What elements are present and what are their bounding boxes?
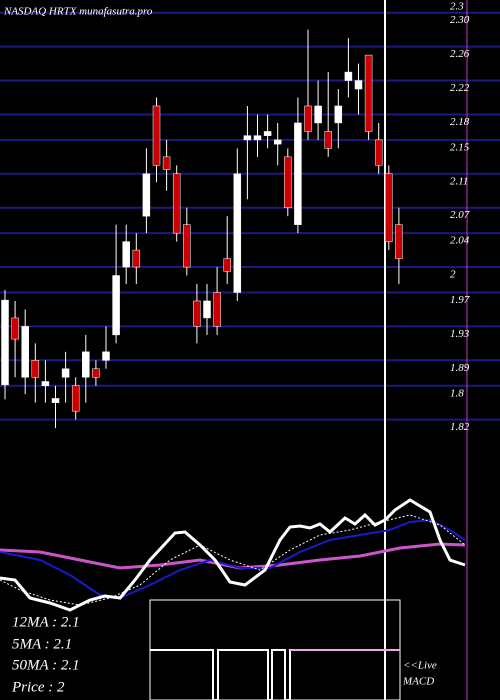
candle-body	[132, 249, 141, 268]
y-tick-label: 2.26	[450, 48, 470, 60]
candle-body	[243, 135, 252, 141]
legend-entry: Price : 2	[11, 679, 65, 695]
candle-body	[314, 105, 322, 124]
candle-body	[304, 105, 312, 132]
y-tick-label: 1.97	[450, 294, 470, 306]
candle-body	[31, 360, 40, 378]
candle-body	[162, 156, 171, 170]
y-tick-label: 1.89	[450, 362, 470, 374]
candle-body	[253, 135, 262, 141]
y-tick-label: 2.18	[450, 116, 470, 128]
candle-body	[203, 300, 211, 319]
candle-body	[284, 156, 292, 208]
candle-body	[294, 122, 302, 225]
candle-body	[21, 326, 29, 378]
macd-line	[0, 498, 466, 612]
candle-body	[385, 173, 393, 242]
candle-body	[193, 300, 201, 327]
top-label: 2.3	[450, 1, 464, 13]
candle-body	[395, 224, 403, 259]
candle-body	[51, 398, 60, 403]
candle-body	[233, 173, 242, 293]
candle-body	[374, 139, 383, 166]
candle-body	[273, 139, 282, 145]
y-tick-label: 1.82	[450, 421, 470, 433]
candle-body	[364, 54, 373, 132]
y-tick-label: 2.15	[450, 141, 470, 153]
candle-body	[152, 105, 161, 166]
legend-entry: 12MA : 2.1	[12, 614, 80, 630]
candle-body	[112, 275, 120, 336]
y-tick-label: 1.8	[450, 387, 464, 399]
candle-body	[142, 173, 151, 217]
y-tick-label: 2.30	[450, 14, 470, 26]
candle-body	[71, 385, 80, 412]
candle-body	[213, 292, 221, 327]
legend-entry: 50MA : 2.1	[12, 657, 80, 673]
candle-body	[82, 351, 90, 378]
candle-body	[92, 368, 100, 378]
legend-entry: 5MA : 2.1	[12, 636, 72, 652]
candle-body	[334, 105, 343, 124]
candle-body	[324, 131, 332, 149]
y-tick-label: 2	[450, 269, 456, 281]
candle-body	[223, 258, 231, 272]
y-tick-label: 2.22	[450, 82, 470, 94]
candle-body	[122, 241, 130, 268]
candle-body	[41, 381, 50, 386]
macd-label: <<Live	[403, 660, 437, 672]
candle-body	[61, 368, 70, 378]
candle-body	[172, 173, 181, 234]
candle-body	[11, 317, 19, 340]
candle-body	[102, 351, 110, 361]
chart-title: NASDAQ HRTX munafasutra.pro	[3, 6, 153, 18]
y-tick-label: 2.07	[450, 209, 470, 221]
y-tick-label: 2.11	[450, 175, 468, 187]
y-tick-label: 2.04	[450, 235, 470, 247]
candle-body	[263, 131, 272, 136]
candles	[1, 29, 403, 429]
candle-body	[1, 299, 9, 386]
candle-body	[344, 71, 353, 81]
macd-label: MACD	[402, 676, 434, 688]
candle-body	[183, 224, 191, 268]
y-tick-label: 1.93	[450, 328, 470, 340]
candle-body	[354, 80, 363, 90]
